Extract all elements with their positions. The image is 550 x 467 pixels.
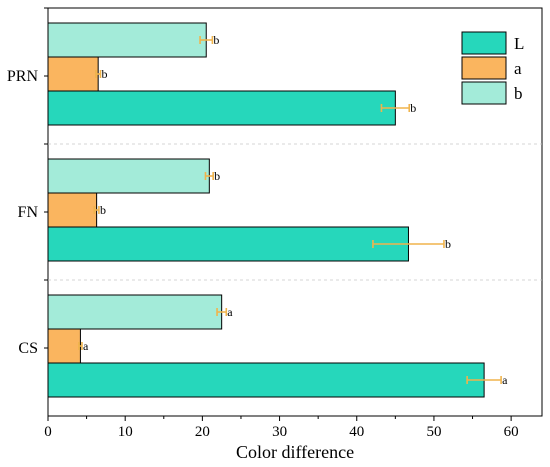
x-tick-label: 20 — [195, 424, 210, 440]
significance-label-b-prn: b — [213, 33, 219, 47]
x-axis-title: Color difference — [236, 442, 354, 462]
legend-swatch-a — [461, 56, 507, 80]
legend-swatch-b — [461, 81, 507, 105]
x-tick-label: 30 — [272, 424, 287, 440]
error-bars — [78, 36, 502, 384]
legend-label-b: b — [514, 84, 523, 103]
category-label-prn: PRN — [7, 68, 39, 85]
legend-swatch-l — [461, 31, 507, 55]
bars — [47, 22, 485, 398]
bar-a-prn — [47, 56, 99, 92]
bar-a-fn — [47, 192, 98, 228]
significance-label-a-cs: a — [83, 339, 89, 353]
category-label-fn: FN — [18, 204, 39, 221]
bar-b-fn — [47, 158, 210, 194]
x-tick-label: 0 — [44, 424, 52, 440]
significance-labels: a a a b b b b b b — [83, 33, 508, 387]
x-tick-label: 60 — [504, 424, 519, 440]
category-separators — [48, 143, 542, 281]
significance-label-a-prn: b — [101, 67, 107, 81]
significance-label-b-cs: a — [227, 305, 233, 319]
category-label-cs: CS — [18, 340, 38, 357]
significance-label-l-prn: b — [410, 101, 416, 115]
bar-a-cs — [47, 328, 81, 364]
legend-label-a: a — [514, 59, 522, 78]
x-tick-label: 10 — [118, 424, 133, 440]
significance-label-l-cs: a — [502, 373, 508, 387]
bar-b-cs — [47, 294, 223, 330]
legend: Lab — [461, 31, 524, 105]
significance-label-b-fn: b — [214, 169, 220, 183]
axes: CS FN PRN 0 10 20 30 40 50 60 — [7, 7, 519, 440]
x-tick-label: 50 — [426, 424, 441, 440]
bar-l-fn — [47, 226, 409, 262]
bar-l-cs — [47, 362, 485, 398]
bar-l-prn — [47, 90, 396, 126]
x-tick-label: 40 — [349, 424, 364, 440]
legend-label-l: L — [514, 34, 524, 53]
significance-label-a-fn: b — [100, 203, 106, 217]
significance-label-l-fn: b — [445, 237, 451, 251]
bar-b-prn — [47, 22, 207, 58]
